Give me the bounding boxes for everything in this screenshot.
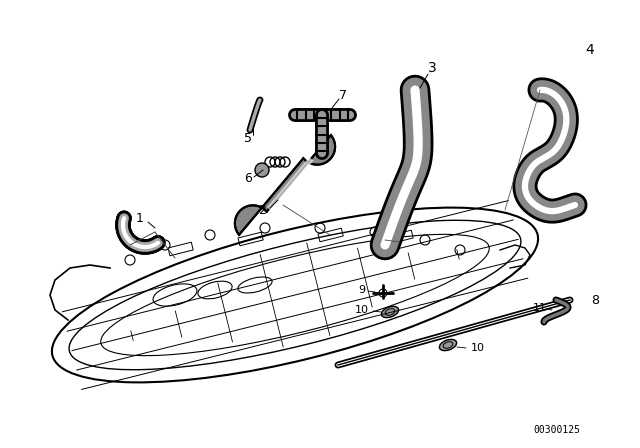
Text: 11: 11 <box>533 303 547 313</box>
Bar <box>318 228 343 242</box>
Bar <box>238 232 263 246</box>
Polygon shape <box>235 135 335 235</box>
Ellipse shape <box>440 340 456 351</box>
Ellipse shape <box>381 306 399 318</box>
Text: 10: 10 <box>355 305 369 315</box>
Text: 3: 3 <box>428 61 436 75</box>
Circle shape <box>255 163 269 177</box>
Text: 10: 10 <box>471 343 485 353</box>
Text: 1: 1 <box>136 211 144 224</box>
Text: 4: 4 <box>586 43 595 57</box>
Text: 8: 8 <box>591 293 599 306</box>
Text: 9: 9 <box>358 285 365 295</box>
Text: 00300125: 00300125 <box>533 425 580 435</box>
Bar <box>168 242 193 256</box>
Text: 6: 6 <box>244 172 252 185</box>
Text: 5: 5 <box>244 132 252 145</box>
Bar <box>388 230 413 244</box>
Text: 2: 2 <box>258 203 266 216</box>
Text: 7: 7 <box>339 89 347 102</box>
